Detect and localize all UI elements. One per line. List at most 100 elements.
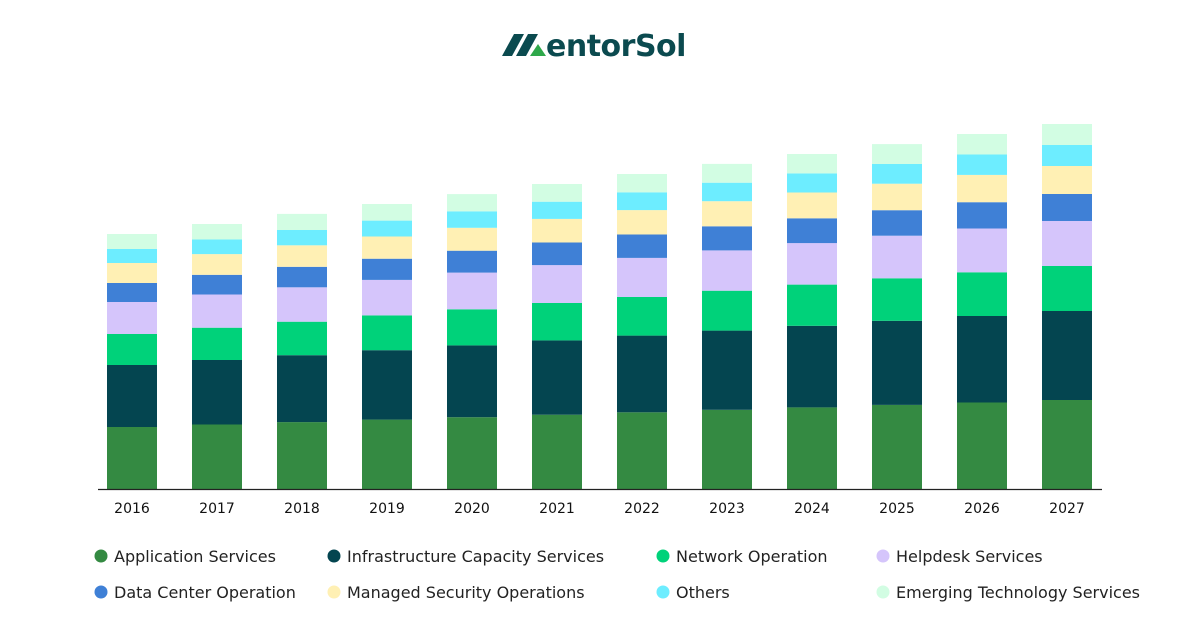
legend-label: Data Center Operation: [114, 583, 296, 602]
legend-swatch: [876, 549, 890, 563]
legend-swatch: [94, 585, 108, 599]
bar-segment-2017-0: [192, 424, 242, 489]
bar-segment-2017-3: [192, 294, 242, 328]
legend-label: Helpdesk Services: [896, 547, 1043, 566]
legend-item: Data Center Operation: [94, 583, 296, 602]
bar-segment-2023-4: [702, 226, 752, 251]
bar-segment-2019-1: [362, 350, 412, 420]
x-tick-label: 2022: [624, 501, 660, 517]
bar-segment-2021-3: [532, 265, 582, 303]
bar-segment-2019-4: [362, 258, 412, 280]
bar-segment-2018-5: [277, 245, 327, 267]
bar-segment-2017-5: [192, 254, 242, 275]
bar-segment-2025-3: [872, 235, 922, 279]
bar-segment-2023-6: [702, 182, 752, 202]
legend-swatch: [327, 549, 341, 563]
x-tick-label: 2024: [794, 501, 830, 517]
legend-item: Application Services: [94, 547, 276, 566]
bar-segment-2020-5: [447, 227, 497, 251]
bars: [107, 124, 1092, 489]
bar-segment-2017-7: [192, 224, 242, 240]
bar-segment-2026-0: [957, 402, 1007, 489]
legend: Application Services Infrastructure Capac…: [94, 547, 1140, 602]
legend-item: Emerging Technology Services: [876, 583, 1140, 602]
bar-segment-2024-4: [787, 218, 837, 244]
bar-segment-2022-3: [617, 257, 667, 297]
bar-segment-2024-3: [787, 243, 837, 285]
bar-segment-2018-4: [277, 266, 327, 288]
bar-segment-2024-2: [787, 284, 837, 326]
bar-segment-2021-4: [532, 242, 582, 266]
legend-item: Others: [656, 583, 730, 602]
bar-segment-2025-4: [872, 210, 922, 236]
bar-segment-2027-6: [1042, 145, 1092, 166]
x-tick-label: 2021: [539, 501, 575, 517]
legend-label: Managed Security Operations: [347, 583, 585, 602]
x-tick-label: 2026: [964, 501, 1000, 517]
bar-segment-2017-1: [192, 360, 242, 425]
bar-segment-2027-2: [1042, 266, 1092, 311]
bar-segment-2025-2: [872, 278, 922, 321]
bar-segment-2021-2: [532, 303, 582, 341]
legend-item: Infrastructure Capacity Services: [327, 547, 604, 566]
logo: entorSol: [502, 29, 686, 64]
bar-segment-2021-5: [532, 218, 582, 243]
bar-segment-2025-6: [872, 164, 922, 184]
bar-segment-2024-7: [787, 154, 837, 174]
bar-segment-2025-7: [872, 144, 922, 164]
bar-segment-2026-6: [957, 154, 1007, 175]
x-tick-labels: 2016 2017 2018 2019 2020 2021 2022 2023 2024 2025…: [114, 501, 1085, 517]
bar-segment-2024-5: [787, 192, 837, 219]
legend-label: Others: [676, 583, 730, 602]
bar-segment-2022-2: [617, 297, 667, 336]
bar-segment-2023-1: [702, 330, 752, 410]
bar-segment-2017-2: [192, 327, 242, 360]
bar-segment-2019-0: [362, 419, 412, 489]
bar-segment-2022-0: [617, 412, 667, 489]
legend-item: Managed Security Operations: [327, 583, 585, 602]
x-tick-label: 2018: [284, 501, 320, 517]
bar-segment-2027-1: [1042, 311, 1092, 400]
x-tick-label: 2025: [879, 501, 915, 517]
bar-segment-2020-1: [447, 345, 497, 418]
bar-segment-2023-7: [702, 163, 752, 183]
bar-segment-2019-5: [362, 236, 412, 259]
bar-segment-2017-6: [192, 239, 242, 255]
bar-segment-2019-3: [362, 279, 412, 316]
bar-segment-2016-1: [107, 365, 157, 427]
bar-segment-2025-5: [872, 183, 922, 211]
bar-segment-2018-6: [277, 230, 327, 246]
legend-swatch: [327, 585, 341, 599]
bar-segment-2026-5: [957, 174, 1007, 203]
bar-segment-2025-0: [872, 404, 922, 489]
bar-segment-2023-2: [702, 290, 752, 331]
bar-segment-2024-1: [787, 325, 837, 408]
bar-segment-2019-6: [362, 220, 412, 237]
legend-swatch: [656, 549, 670, 563]
bar-segment-2020-0: [447, 417, 497, 489]
bar-segment-2018-1: [277, 355, 327, 423]
bar-segment-2026-2: [957, 272, 1007, 316]
bar-segment-2026-1: [957, 316, 1007, 403]
bar-segment-2021-6: [532, 201, 582, 219]
bar-segment-2016-3: [107, 302, 157, 334]
bar-segment-2022-7: [617, 174, 667, 193]
bar-segment-2017-4: [192, 274, 242, 295]
bar-segment-2027-5: [1042, 166, 1092, 194]
x-tick-label: 2017: [199, 501, 235, 517]
bar-segment-2016-7: [107, 234, 157, 249]
bar-segment-2022-4: [617, 234, 667, 258]
bar-segment-2018-2: [277, 321, 327, 356]
bar-segment-2026-3: [957, 228, 1007, 273]
bar-segment-2023-3: [702, 250, 752, 291]
bar-segment-2024-0: [787, 407, 837, 489]
legend-swatch: [94, 549, 108, 563]
bar-segment-2016-5: [107, 263, 157, 283]
bar-segment-2019-2: [362, 315, 412, 351]
legend-swatch: [876, 585, 890, 599]
bar-segment-2018-0: [277, 422, 327, 489]
bar-segment-2023-5: [702, 201, 752, 227]
x-tick-label: 2023: [709, 501, 745, 517]
x-tick-label: 2019: [369, 501, 405, 517]
